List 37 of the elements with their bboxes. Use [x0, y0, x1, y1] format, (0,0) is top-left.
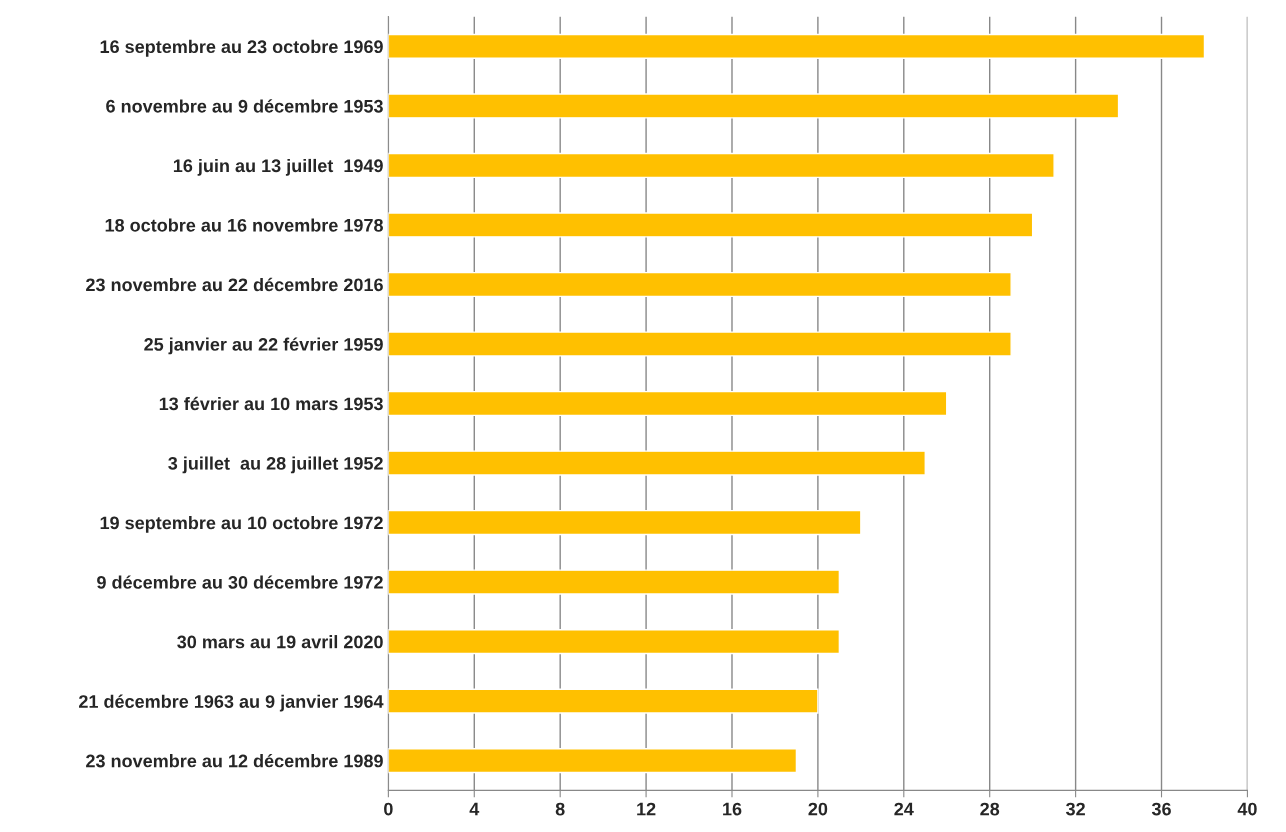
y-tick-label: 3 juillet au 28 juillet 1952	[168, 456, 383, 474]
y-tick-label: 23 novembre au 12 décembre 1989	[86, 753, 383, 768]
x-tick-label: 24	[894, 802, 914, 816]
bar	[388, 33, 1206, 59]
x-tick-label: 32	[1065, 802, 1085, 816]
x-tick-label: 16	[723, 802, 742, 816]
y-tick-label: 21 décembre 1963 au 9 janvier 1964	[79, 694, 384, 712]
bar	[388, 271, 1012, 298]
y-tick-label: 13 février au 10 mars 1953	[159, 396, 383, 411]
y-tick-label: 25 janvier au 22 février 1959	[144, 337, 383, 355]
y-tick-label: 16 juin au 13 juillet 1949	[173, 158, 383, 176]
x-tick-label: 4	[469, 802, 480, 816]
x-tick-label: 36	[1151, 802, 1171, 816]
bar	[388, 152, 1055, 179]
bar	[388, 688, 819, 714]
bar	[388, 390, 948, 417]
bar	[388, 509, 862, 536]
x-tick-label: 0	[384, 802, 393, 816]
x-tick-label: 20	[808, 802, 828, 816]
x-tick-label: 28	[980, 802, 1000, 816]
bar	[388, 93, 1120, 119]
bar	[388, 450, 926, 476]
y-tick-label: 18 octobre au 16 novembre 1978	[105, 218, 383, 232]
bar	[388, 569, 841, 595]
y-tick-label: 16 septembre au 23 octobre 1969	[100, 39, 383, 57]
bar	[388, 748, 798, 774]
y-tick-label: 19 septembre au 10 octobre 1972	[100, 516, 383, 533]
y-tick-label: 9 décembre au 30 décembre 1972	[97, 575, 383, 589]
bar	[388, 331, 1012, 357]
bar	[388, 629, 841, 655]
x-tick-label: 8	[555, 802, 565, 816]
y-tick-label: 30 mars au 19 avril 2020	[177, 635, 383, 649]
y-tick-label: 6 novembre au 9 décembre 1953	[106, 99, 383, 113]
bar	[388, 212, 1034, 238]
x-tick-label: 40	[1237, 802, 1257, 816]
x-tick-label: 12	[637, 802, 656, 816]
y-tick-label: 23 novembre au 22 décembre 2016	[86, 277, 383, 292]
